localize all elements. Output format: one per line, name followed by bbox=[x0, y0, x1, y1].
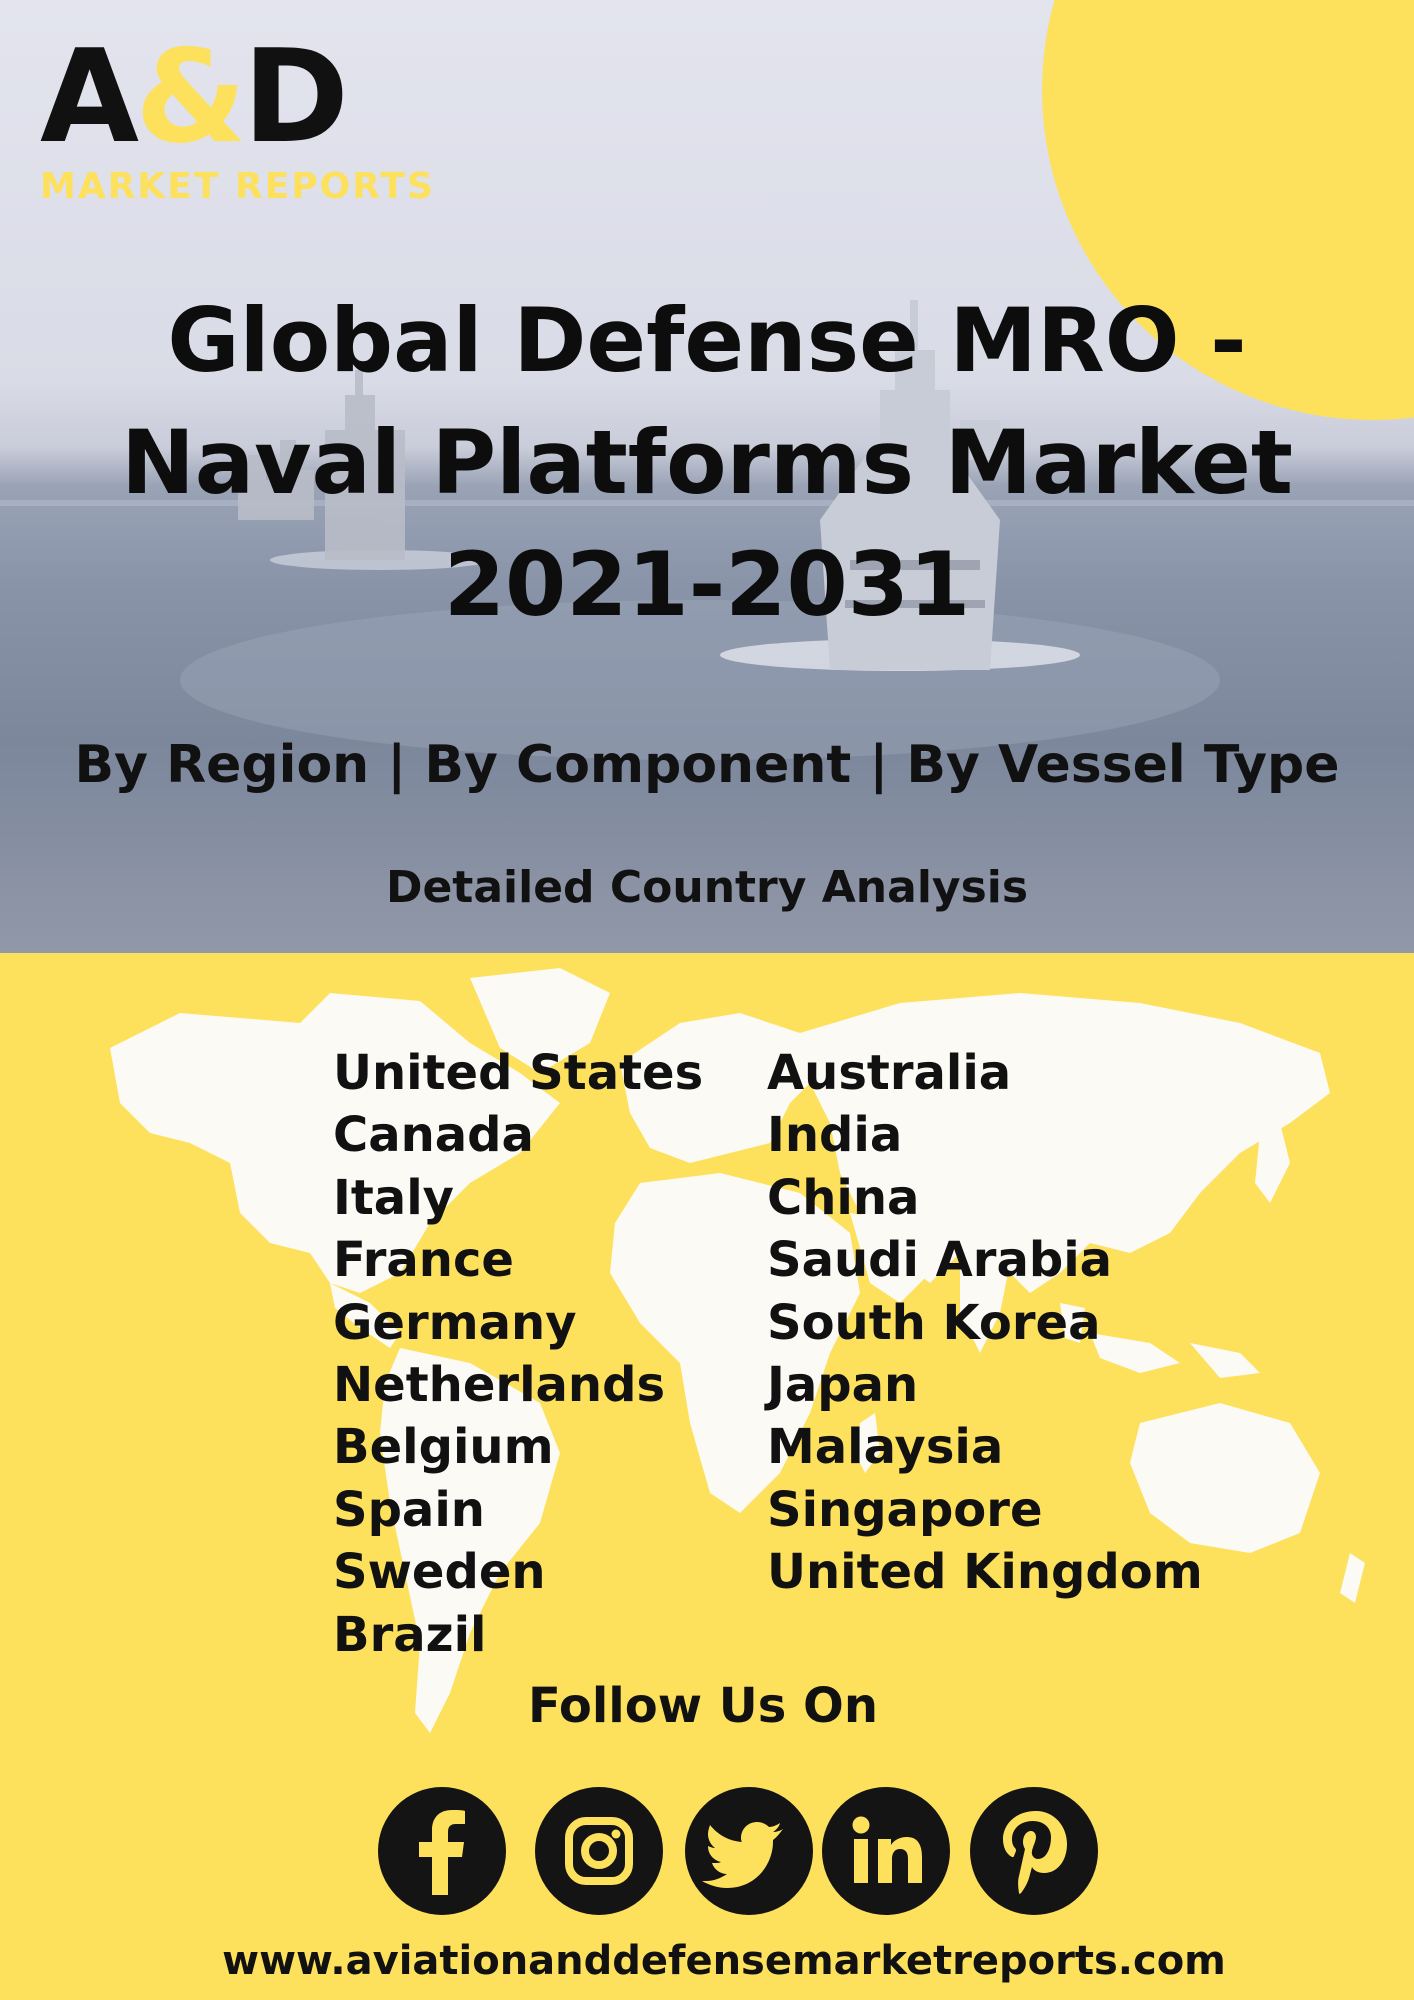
list-item: Australia bbox=[767, 1045, 1012, 1101]
list-item: Saudi Arabia bbox=[767, 1232, 1113, 1289]
list-item: Sweden bbox=[333, 1544, 546, 1601]
list-item: Germany bbox=[333, 1294, 577, 1351]
segmentation-line: By Region | By Component | By Vessel Typ… bbox=[74, 735, 1340, 795]
list-item: Malaysia bbox=[767, 1419, 1004, 1476]
logo-subtitle: MARKET REPORTS bbox=[40, 166, 435, 207]
facebook-icon[interactable] bbox=[378, 1787, 506, 1915]
list-item: Spain bbox=[333, 1481, 485, 1538]
list-item: United Kingdom bbox=[767, 1544, 1203, 1601]
naval-ships-photo bbox=[0, 300, 1414, 760]
list-item: South Korea bbox=[767, 1294, 1101, 1351]
title-line: Global Defense MRO - bbox=[167, 289, 1247, 392]
website-link[interactable]: www.aviationanddefensemarketreports.com bbox=[222, 1938, 1226, 1984]
list-item: Singapore bbox=[767, 1481, 1043, 1538]
page-title: Global Defense MRO - Naval Platforms Mar… bbox=[0, 280, 1414, 646]
follow-heading: Follow Us On bbox=[528, 1678, 878, 1734]
list-item: Canada bbox=[333, 1107, 534, 1164]
country-list-left: United States Canada Italy France German… bbox=[333, 1042, 703, 1666]
list-item: France bbox=[333, 1232, 514, 1289]
title-line: Naval Platforms Market bbox=[121, 411, 1293, 514]
title-line: 2021-2031 bbox=[443, 533, 971, 636]
hero-photo: A&D MARKET REPORTS Global Defense MRO - … bbox=[0, 0, 1414, 953]
list-item: China bbox=[767, 1169, 920, 1226]
country-list-right: Australia India China Saudi Arabia South… bbox=[767, 1042, 1203, 1604]
linkedin-icon[interactable] bbox=[822, 1787, 950, 1915]
list-item: United States bbox=[333, 1045, 704, 1101]
list-item: Italy bbox=[333, 1169, 454, 1226]
list-item: India bbox=[767, 1107, 903, 1164]
logo-mark: A&D bbox=[40, 23, 349, 172]
instagram-icon[interactable] bbox=[535, 1787, 663, 1915]
twitter-icon[interactable] bbox=[685, 1787, 813, 1915]
list-item: Belgium bbox=[333, 1419, 554, 1476]
list-item: Netherlands bbox=[333, 1357, 666, 1414]
detail-subheading: Detailed Country Analysis bbox=[385, 862, 1029, 913]
list-item: Brazil bbox=[333, 1606, 487, 1663]
world-map bbox=[110, 968, 1365, 1733]
pinterest-icon[interactable] bbox=[970, 1787, 1098, 1915]
logo: A&D MARKET REPORTS bbox=[40, 28, 480, 208]
list-item: Japan bbox=[767, 1357, 919, 1414]
